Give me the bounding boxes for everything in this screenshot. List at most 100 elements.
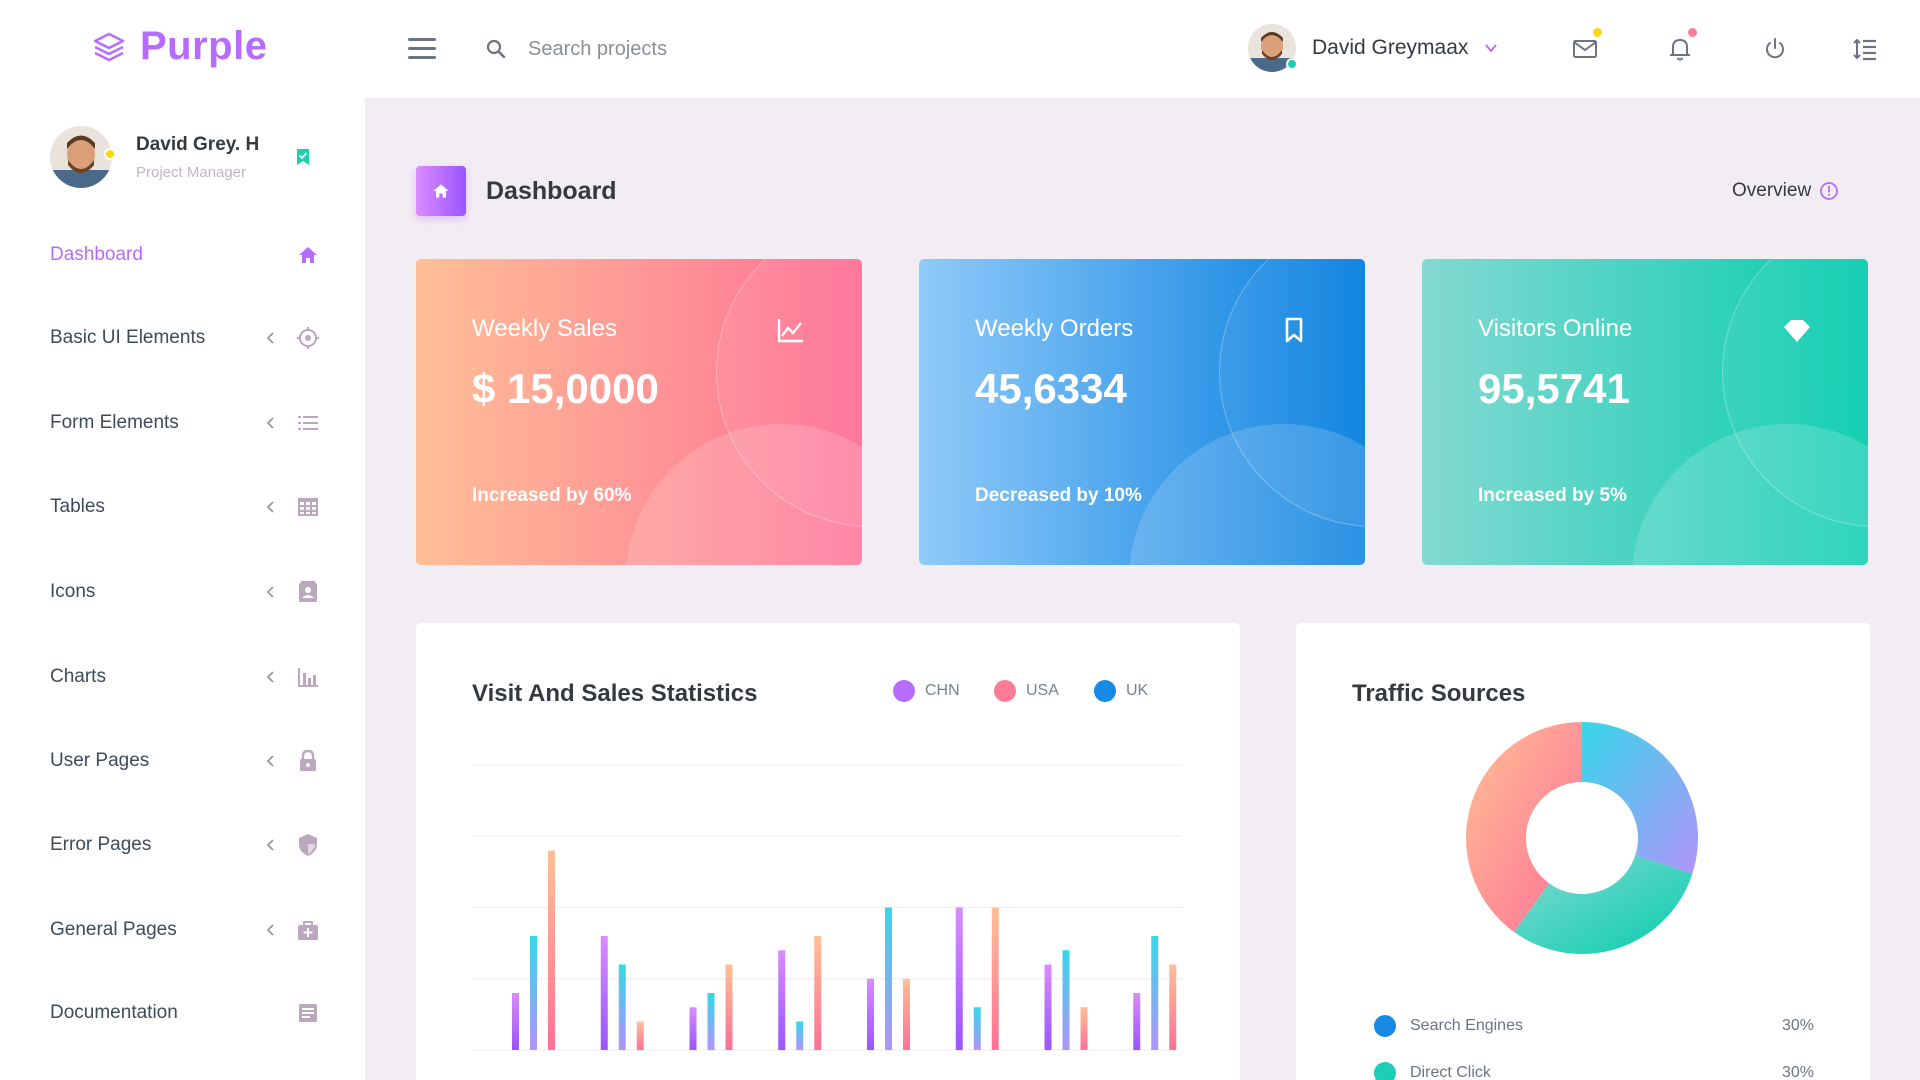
sidebar-item-label: General Pages	[50, 919, 177, 940]
brand-name: Purple	[140, 24, 268, 68]
bar-chn	[600, 936, 608, 1050]
alert-circle-icon	[1820, 182, 1839, 200]
sidebar-item-tables[interactable]: Tables	[50, 492, 320, 522]
legend-item-chn: CHN	[893, 680, 960, 702]
sidebar-profile[interactable]: David Grey. H Project Manager	[50, 126, 259, 188]
logout-button[interactable]	[1760, 34, 1790, 64]
settings-panel-button[interactable]	[1850, 34, 1880, 64]
chart-line-icon	[777, 319, 803, 343]
traffic-source-name: Search Engines	[1410, 1017, 1523, 1034]
bar-chn	[955, 907, 963, 1050]
sidebar-item-label: Tables	[50, 496, 105, 517]
bell-icon	[1670, 39, 1690, 61]
avatar	[1248, 24, 1298, 72]
brand-logo[interactable]: Purple	[92, 24, 267, 69]
visit-sales-bar-chart	[472, 764, 1182, 1051]
sidebar-item-icons[interactable]: Icons	[50, 577, 320, 607]
sidebar-item-dashboard[interactable]: Dashboard	[50, 240, 320, 270]
stat-value: 95,5741	[1478, 365, 1630, 412]
weekly-orders-card: Weekly Orders 45,6334 Decreased by 10%	[919, 259, 1365, 565]
stat-value: $ 15,0000	[472, 365, 659, 412]
bar-chn	[512, 993, 519, 1050]
bar-uk	[530, 936, 537, 1050]
legend-item-uk: UK	[1094, 680, 1148, 702]
power-icon	[1766, 38, 1784, 59]
sidebar-item-label: Form Elements	[50, 412, 179, 433]
bar-usa	[1169, 964, 1177, 1050]
search-icon	[486, 39, 506, 59]
legend-swatch	[893, 680, 915, 702]
chevron-left-icon	[266, 671, 274, 683]
sidebar-item-label: Dashboard	[50, 244, 143, 265]
bar-usa	[991, 907, 999, 1050]
bar-chn	[1044, 964, 1052, 1050]
sidebar-item-basic-ui[interactable]: Basic UI Elements	[50, 323, 320, 353]
bar-usa	[903, 978, 910, 1050]
sidebar-item-user-pages[interactable]: User Pages	[50, 746, 320, 776]
sidebar-toggle-button[interactable]	[408, 38, 436, 60]
legend-label: USA	[1026, 682, 1059, 699]
messages-button[interactable]	[1570, 28, 1602, 64]
traffic-sources-card	[1296, 623, 1870, 1080]
navbar-user-name: David Greymaax	[1312, 36, 1469, 59]
chevron-down-icon	[1485, 44, 1498, 53]
donut-slice-direct-click	[1513, 855, 1693, 954]
chevron-left-icon	[266, 924, 274, 936]
sidebar-item-label: Basic UI Elements	[50, 327, 206, 348]
chevron-left-icon	[266, 417, 274, 429]
home-icon	[433, 184, 449, 198]
bar-uk	[618, 964, 626, 1050]
bar-chn	[689, 1007, 697, 1050]
lock-icon	[300, 749, 316, 771]
format-line-spacing-icon	[1853, 38, 1876, 61]
visitors-online-card: Visitors Online 95,5741 Increased by 5%	[1422, 259, 1868, 565]
legend-swatch	[1374, 1062, 1396, 1080]
legend-swatch	[1374, 1015, 1396, 1037]
chevron-left-icon	[266, 755, 274, 767]
diamond-icon	[1784, 320, 1810, 342]
sidebar-item-charts[interactable]: Charts	[50, 662, 320, 692]
avatar	[50, 126, 116, 188]
legend-swatch	[994, 680, 1016, 702]
notifications-button[interactable]	[1665, 28, 1697, 64]
bar-chart-icon	[298, 668, 318, 687]
stat-title: Weekly Orders	[975, 315, 1134, 342]
profile-role: Project Manager	[136, 163, 247, 181]
stat-trend: Decreased by 10%	[975, 485, 1142, 506]
traffic-donut-chart	[1466, 722, 1698, 954]
bar-usa	[725, 964, 733, 1050]
legend-label: UK	[1126, 682, 1149, 699]
bar-uk	[885, 907, 892, 1050]
bar-usa	[814, 936, 822, 1050]
visit-sales-title: Visit And Sales Statistics	[472, 680, 758, 707]
sidebar-item-form-elements[interactable]: Form Elements	[50, 408, 320, 438]
bar-uk	[796, 1021, 804, 1050]
overview-link[interactable]: Overview	[1732, 180, 1839, 202]
bookmark-icon	[1285, 317, 1303, 343]
sidebar-item-documentation[interactable]: Documentation	[50, 998, 320, 1028]
stat-title: Weekly Sales	[472, 315, 617, 342]
traffic-row-search-engines: Search Engines 30%	[1374, 1015, 1814, 1037]
profile-name: David Grey. H	[136, 133, 260, 155]
home-tile	[416, 166, 466, 216]
donut-slice-search-engines	[1582, 722, 1698, 874]
contacts-icon	[299, 581, 317, 602]
sidebar-item-general-pages[interactable]: General Pages	[50, 915, 320, 945]
page-title: Dashboard	[486, 176, 617, 205]
bar-uk	[973, 1007, 981, 1050]
legend-item-usa: USA	[994, 680, 1059, 702]
bar-usa	[636, 1021, 644, 1050]
security-icon	[299, 834, 317, 856]
navbar-profile-dropdown[interactable]: David Greymaax	[1248, 24, 1498, 72]
sidebar-item-error-pages[interactable]: Error Pages	[50, 830, 320, 860]
overview-label: Overview	[1732, 180, 1812, 201]
sidebar-item-label: Documentation	[50, 1002, 178, 1023]
search-input[interactable]	[528, 30, 888, 68]
mail-icon	[1573, 40, 1597, 58]
sidebar-item-label: Charts	[50, 666, 106, 687]
bar-uk	[707, 993, 715, 1050]
bar-usa	[548, 850, 555, 1050]
traffic-source-name: Direct Click	[1410, 1064, 1491, 1080]
chevron-left-icon	[266, 586, 274, 598]
bookmark-check-icon	[297, 149, 309, 165]
